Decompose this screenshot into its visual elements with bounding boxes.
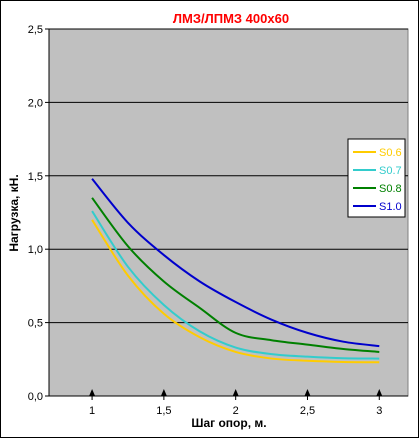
x-tick-label: 1 — [89, 405, 95, 417]
x-tick-marker — [376, 389, 383, 396]
x-tick-marker — [160, 389, 167, 396]
legend-label-s0-7: S0.7 — [379, 165, 402, 177]
legend-label-s1-0: S1.0 — [379, 201, 402, 213]
legend-label-s0-6: S0.6 — [379, 147, 402, 159]
grid-lines — [49, 28, 408, 324]
x-tick-label: 2,5 — [300, 405, 315, 417]
series-line-s1-0 — [91, 178, 380, 348]
series-line-s0-6 — [91, 219, 380, 364]
x-tick-marker — [304, 389, 311, 396]
series-line-s0-8 — [91, 197, 380, 353]
legend: S0.6 S0.7 S0.8 S1.0 — [347, 138, 406, 218]
y-tick-label: 1,0 — [28, 244, 43, 256]
legend-label-s0-8: S0.8 — [379, 183, 402, 195]
x-tick-label: 3 — [376, 405, 382, 417]
y-tick-label: 0,0 — [28, 391, 43, 403]
x-tick-marker — [89, 389, 96, 396]
x-tick-marker — [232, 389, 239, 396]
axes: 0,0 0,5 1,0 1,5 2,0 2,5 1 1,5 2 2,5 3 — [28, 24, 408, 417]
x-tick-label: 2 — [233, 405, 239, 417]
y-tick-label: 2,5 — [28, 24, 43, 36]
x-tick-label: 1,5 — [156, 405, 171, 417]
chart-title: ЛМЗ/ЛПМЗ 400х60 — [173, 11, 289, 26]
series-line-s0-7 — [91, 210, 380, 360]
x-axis-title: Шаг опор, м. — [191, 416, 266, 430]
y-tick-label: 2,0 — [28, 97, 43, 109]
y-axis-title: Нагрузка, кН. — [7, 174, 21, 251]
series-lines — [91, 178, 380, 364]
y-tick-label: 1,5 — [28, 171, 43, 183]
y-tick-label: 0,5 — [28, 318, 43, 330]
